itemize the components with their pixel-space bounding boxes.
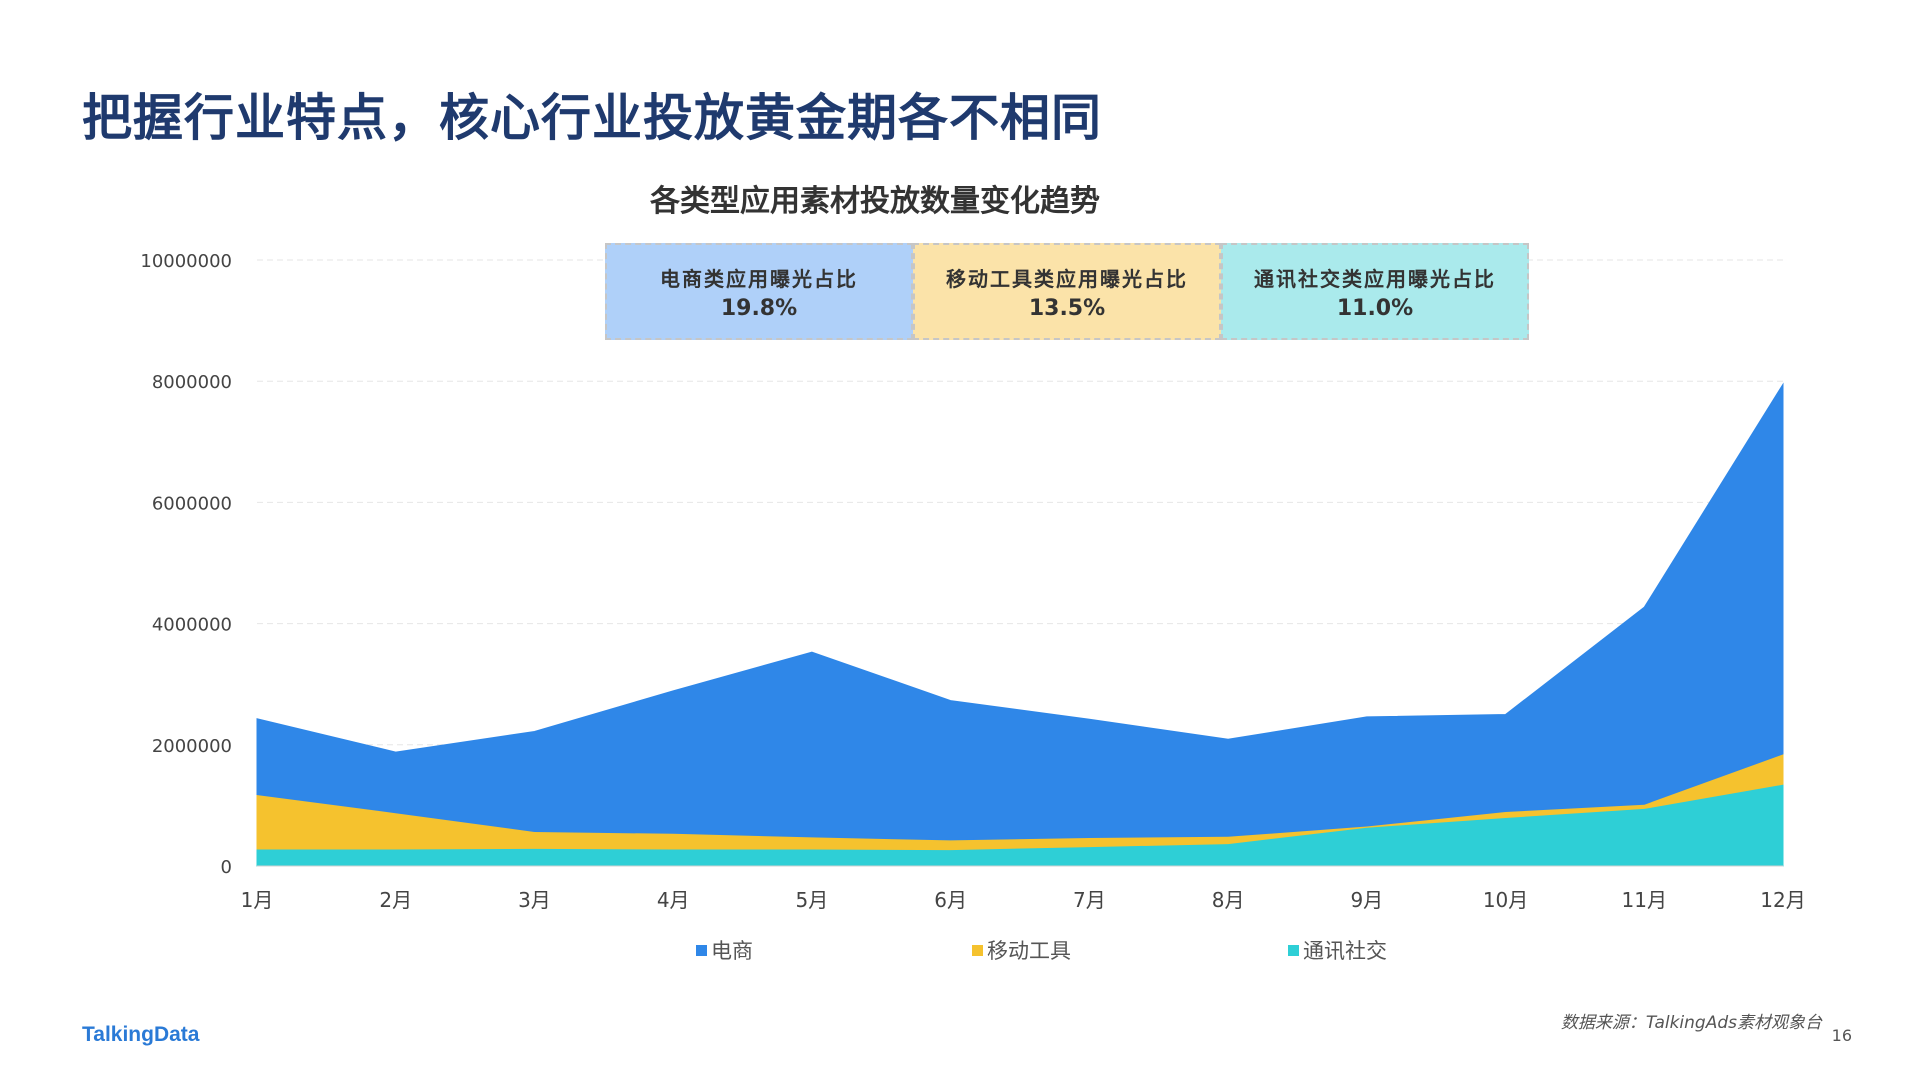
- y-tick-label: 2000000: [152, 736, 232, 757]
- stat-value: 19.8%: [720, 295, 798, 321]
- stat-box-ecommerce: 电商类应用曝光占比 19.8%: [605, 243, 913, 340]
- x-tick-label: 1月: [241, 888, 274, 912]
- x-tick-label: 5月: [796, 888, 829, 912]
- legend-swatch: [696, 944, 707, 956]
- legend-label: 电商: [711, 939, 753, 963]
- area-series: [256, 382, 1784, 841]
- legend-swatch: [972, 944, 983, 956]
- x-tick-label: 6月: [934, 888, 967, 912]
- legend-item-social: 通讯社交: [1288, 935, 1387, 965]
- x-tick-label: 11月: [1622, 888, 1667, 912]
- page-title: 把握行业特点，核心行业投放黄金期各不相同: [82, 89, 1102, 147]
- y-tick-label: 6000000: [152, 493, 232, 514]
- legend-swatch: [1288, 944, 1299, 956]
- chart-title: 各类型应用素材投放数量变化趋势: [650, 184, 1100, 219]
- legend-item-ecommerce: 电商: [696, 935, 753, 965]
- y-tick-label: 4000000: [152, 615, 232, 636]
- stat-box-tools: 移动工具类应用曝光占比 13.5%: [913, 243, 1221, 340]
- y-tick-label: 10000000: [140, 251, 232, 272]
- chart-legend: 电商 移动工具 通讯社交: [0, 935, 1920, 965]
- x-tick-label: 12月: [1760, 888, 1805, 912]
- legend-label: 通讯社交: [1303, 939, 1387, 963]
- stat-label: 电商类应用曝光占比: [660, 266, 858, 291]
- x-tick-label: 4月: [657, 888, 690, 912]
- x-tick-label: 10月: [1483, 888, 1528, 912]
- legend-item-tools: 移动工具: [972, 935, 1071, 965]
- x-tick-label: 9月: [1350, 888, 1383, 912]
- data-source: 数据来源：TalkingAds素材观象台: [1560, 1013, 1822, 1033]
- page-number: 16: [1831, 1026, 1852, 1045]
- x-tick-label: 7月: [1073, 888, 1106, 912]
- stat-value: 11.0%: [1336, 295, 1414, 321]
- stat-label: 移动工具类应用曝光占比: [946, 266, 1188, 291]
- x-tick-label: 8月: [1212, 888, 1245, 912]
- x-tick-label: 3月: [518, 888, 551, 912]
- stat-box-social: 通讯社交类应用曝光占比 11.0%: [1221, 243, 1529, 340]
- stat-label: 通讯社交类应用曝光占比: [1254, 266, 1496, 291]
- legend-label: 移动工具: [987, 939, 1071, 963]
- brand-logo: TalkingData: [82, 1023, 200, 1046]
- y-tick-label: 0: [221, 857, 232, 878]
- stat-value: 13.5%: [1028, 295, 1106, 321]
- y-tick-label: 8000000: [152, 372, 232, 393]
- x-tick-label: 2月: [379, 888, 412, 912]
